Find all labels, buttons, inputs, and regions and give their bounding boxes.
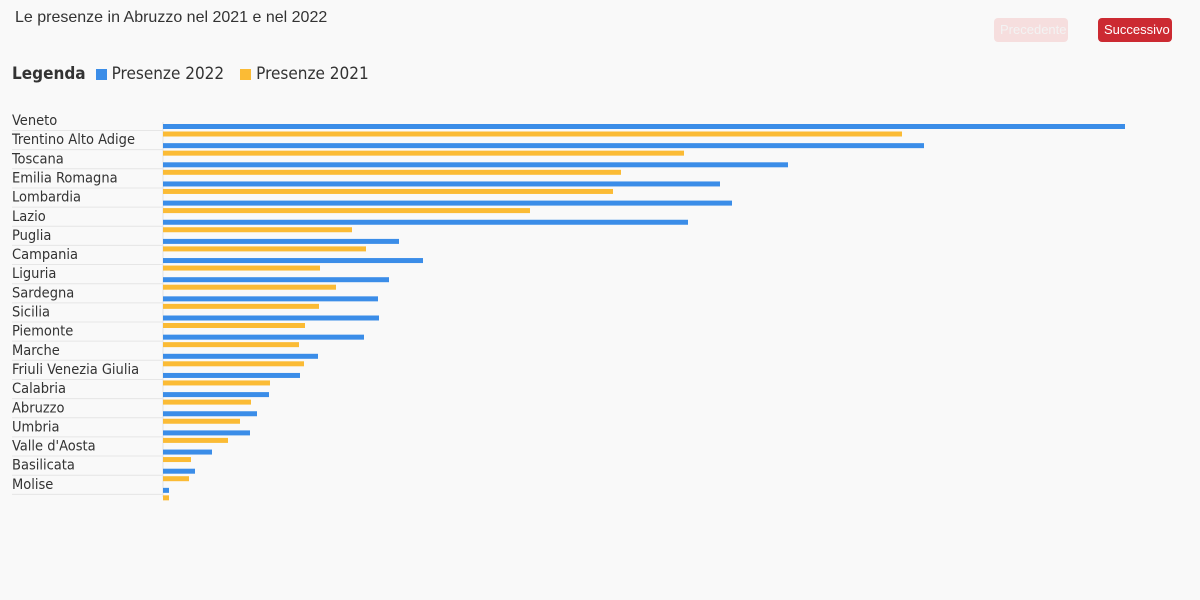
previous-button[interactable]: Precedente <box>994 18 1068 42</box>
category-label: Marche <box>12 343 60 359</box>
bar-presenze-2022-veneto <box>163 124 1125 129</box>
bar-presenze-2022-abruzzo <box>163 411 257 417</box>
bar-presenze-2021-puglia <box>163 246 366 252</box>
legend-label-2022: Presenze 2022 <box>111 64 225 84</box>
bar-presenze-2022-lazio <box>163 219 688 225</box>
legend-label-2021: Presenze 2021 <box>256 64 369 84</box>
legend-swatch-2022 <box>95 68 107 80</box>
legend-swatch-2021 <box>240 68 252 80</box>
bar-presenze-2022-sicilia <box>163 315 379 321</box>
bar-presenze-2021-lazio <box>163 227 352 233</box>
category-label: Veneto <box>12 113 57 129</box>
category-label: Piemonte <box>12 324 73 340</box>
bar-presenze-2022-sardegna <box>163 296 378 302</box>
bar-presenze-2022-basilicata <box>163 468 195 474</box>
category-label: Calabria <box>12 381 66 397</box>
bar-presenze-2021-marche <box>163 361 304 367</box>
bar-presenze-2022-umbria <box>163 430 250 436</box>
bar-presenze-2021-liguria <box>163 284 336 290</box>
category-label: Umbria <box>12 419 60 435</box>
bar-presenze-2021-basilicata <box>163 476 189 482</box>
bar-presenze-2021-sicilia <box>163 323 305 328</box>
bar-presenze-2021-sardegna <box>163 303 319 309</box>
category-label: Friuli Venezia Giulia <box>12 362 139 378</box>
next-button[interactable]: Successivo <box>1098 18 1172 42</box>
category-label: Sardegna <box>12 285 74 301</box>
legend-item-2021: Presenze 2021 <box>240 64 369 84</box>
legend-title: Legenda <box>12 64 86 84</box>
bar-presenze-2022-emilia-romagna <box>163 181 720 187</box>
bar-presenze-2021-valle-d-aosta <box>163 457 191 463</box>
page-title: Le presenze in Abruzzo nel 2021 e nel 20… <box>15 9 328 26</box>
bar-presenze-2021-campania <box>163 265 320 271</box>
bar-presenze-2021-friuli-venezia-giulia <box>163 380 270 386</box>
category-label: Trentino Alto Adige <box>11 132 135 148</box>
bar-presenze-2021-molise <box>163 495 169 501</box>
bar-presenze-2021-veneto <box>163 131 902 137</box>
bar-presenze-2022-puglia <box>163 238 399 244</box>
bar-presenze-2022-toscana <box>163 162 788 168</box>
category-label: Puglia <box>12 228 51 244</box>
bar-presenze-2022-molise <box>163 487 169 493</box>
category-label: Lombardia <box>12 190 81 206</box>
category-label: Molise <box>12 477 53 493</box>
category-label: Abruzzo <box>12 400 65 416</box>
bar-presenze-2022-marche <box>163 353 318 359</box>
category-label: Basilicata <box>12 458 75 474</box>
bar-presenze-2021-trentino-alto-adige <box>163 150 684 156</box>
category-label: Emilia Romagna <box>12 170 118 186</box>
bar-presenze-2021-calabria <box>163 399 251 405</box>
bar-presenze-2022-lombardia <box>163 200 732 206</box>
bar-presenze-2022-liguria <box>163 277 389 283</box>
bar-presenze-2022-campania <box>163 258 423 264</box>
bar-presenze-2021-lombardia <box>163 208 530 214</box>
category-label: Toscana <box>11 151 64 167</box>
bar-presenze-2022-friuli-venezia-giulia <box>163 372 300 378</box>
bar-presenze-2022-piemonte <box>163 334 364 340</box>
legend: Legenda Presenze 2022 Presenze 2021 <box>12 63 385 85</box>
bar-presenze-2021-emilia-romagna <box>163 188 613 194</box>
category-label: Sicilia <box>12 305 50 321</box>
bar-presenze-2021-umbria <box>163 437 228 443</box>
category-label: Campania <box>12 247 78 263</box>
category-label: Liguria <box>12 266 56 282</box>
bar-presenze-2022-trentino-alto-adige <box>163 143 924 149</box>
category-label: Valle d'Aosta <box>12 439 96 455</box>
category-label: Lazio <box>12 209 46 225</box>
legend-item-2022: Presenze 2022 <box>95 64 225 84</box>
bar-presenze-2022-valle-d-aosta <box>163 449 212 455</box>
bar-presenze-2021-abruzzo <box>163 418 240 424</box>
bar-presenze-2022-calabria <box>163 392 269 398</box>
bar-presenze-2021-piemonte <box>163 342 299 348</box>
bar-presenze-2021-toscana <box>163 169 621 175</box>
